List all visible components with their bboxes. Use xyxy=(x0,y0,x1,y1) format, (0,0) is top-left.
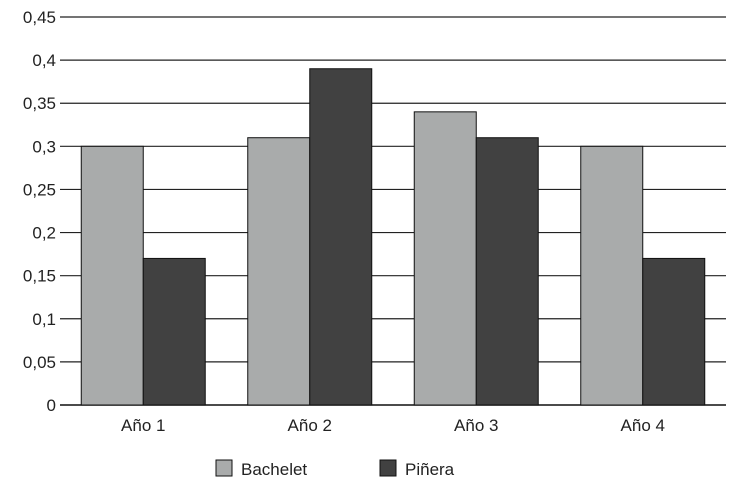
y-tick-label: 0,1 xyxy=(32,310,56,329)
y-axis-ticks: 0 0,05 0,1 0,15 0,2 0,25 0,3 0,35 0,4 0,45 xyxy=(23,8,56,415)
x-tick-label: Año 4 xyxy=(621,416,665,435)
legend-swatch-pi-era xyxy=(379,459,397,477)
x-tick-label: Año 2 xyxy=(288,416,332,435)
x-axis-labels: Año 1 Año 2 Año 3 Año 4 xyxy=(121,416,665,435)
y-tick-label: 0,35 xyxy=(23,94,56,113)
bar-pi-era-4 xyxy=(642,257,706,406)
bar-pi-era-2 xyxy=(309,68,373,406)
x-tick-label: Año 1 xyxy=(121,416,165,435)
y-tick-label: 0,45 xyxy=(23,8,56,27)
y-tick-label: 0,25 xyxy=(23,180,56,199)
bar-pi-era-3 xyxy=(475,137,539,406)
bars xyxy=(80,68,706,406)
y-tick-label: 0,05 xyxy=(23,353,56,372)
bar-pi-era-1 xyxy=(142,257,206,406)
bar-bachelet-3 xyxy=(413,111,477,406)
bar-bachelet-1 xyxy=(80,145,144,406)
bar-bachelet-2 xyxy=(247,137,311,406)
y-tick-label: 0 xyxy=(47,396,56,415)
y-tick-label: 0,4 xyxy=(32,51,56,70)
y-tick-label: 0,2 xyxy=(32,224,56,243)
legend: Bachelet Piñera xyxy=(215,459,455,479)
y-tick-label: 0,15 xyxy=(23,267,56,286)
legend-label: Piñera xyxy=(405,460,455,479)
y-tick-label: 0,3 xyxy=(32,137,56,156)
legend-swatch-bachelet xyxy=(215,459,233,477)
legend-label: Bachelet xyxy=(241,460,307,479)
bar-bachelet-4 xyxy=(580,145,644,406)
x-tick-label: Año 3 xyxy=(454,416,498,435)
